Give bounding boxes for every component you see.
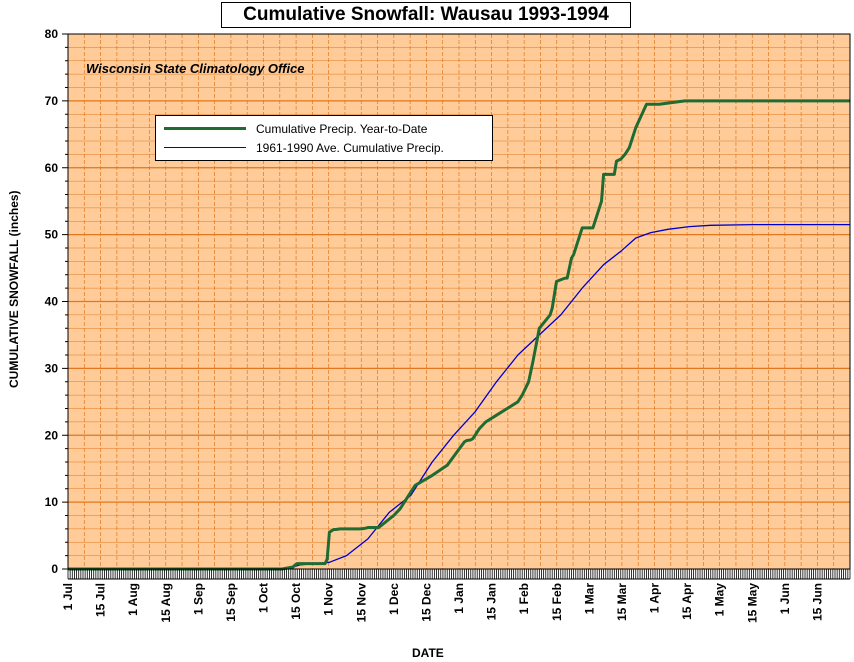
y-tick-label: 20	[45, 428, 59, 442]
x-tick-label: 1 Apr	[648, 583, 662, 614]
legend-swatch-average	[164, 147, 246, 148]
legend: Cumulative Precip. Year-to-Date 1961-199…	[155, 115, 493, 161]
y-tick-label: 50	[45, 228, 59, 242]
x-tick-label: 1 May	[713, 583, 727, 617]
y-tick-label: 10	[45, 495, 59, 509]
y-tick-label: 80	[45, 27, 59, 41]
x-tick-label: 1 Aug	[126, 583, 140, 616]
y-tick-label: 0	[51, 562, 58, 576]
x-tick-label: 15 Jun	[810, 583, 824, 621]
y-tick-label: 60	[45, 161, 59, 175]
x-tick-label: 1 Oct	[257, 583, 271, 613]
x-tick-label: 15 Sep	[224, 583, 238, 622]
x-tick-label: 15 Apr	[680, 583, 694, 620]
x-tick-label: 15 Jul	[94, 583, 108, 617]
x-tick-label: 15 Oct	[289, 583, 303, 620]
chart-title: Cumulative Snowfall: Wausau 1993-1994	[221, 2, 631, 28]
y-tick-label: 30	[45, 361, 59, 375]
legend-label-average: 1961-1990 Ave. Cumulative Precip.	[256, 141, 444, 155]
y-axis-label: CUMULATIVE SNOWFALL (inches)	[7, 190, 21, 388]
y-tick-label: 70	[45, 94, 59, 108]
legend-swatch-ytd	[164, 127, 246, 130]
series-line-ytd	[68, 99, 850, 571]
legend-label-ytd: Cumulative Precip. Year-to-Date	[256, 122, 428, 136]
x-tick-label: 1 Mar	[582, 583, 596, 615]
x-tick-label: 1 Jul	[61, 583, 75, 610]
x-tick-label: 15 Aug	[159, 583, 173, 623]
series-layer	[68, 99, 850, 571]
x-tick-label: 15 Jan	[485, 583, 499, 620]
x-tick-label: 15 May	[745, 583, 759, 623]
y-axis: 0 10 20 30 40 50 60 70 80	[45, 27, 68, 576]
x-tick-label: 1 Feb	[517, 583, 531, 614]
x-tick-label: 1 Jan	[452, 583, 466, 614]
x-axis: 1 Jul 15 Jul 1 Aug 15 Aug 1 Sep 15 Sep 1 Oct 15…	[61, 569, 851, 623]
x-tick-label: 15 Mar	[615, 583, 629, 621]
x-tick-label: 1 Jun	[778, 583, 792, 614]
source-note: Wisconsin State Climatology Office	[86, 61, 305, 76]
y-tick-label: 40	[45, 295, 59, 309]
x-tick-label: 15 Nov	[354, 583, 368, 623]
x-tick-label: 1 Dec	[387, 583, 401, 615]
x-tick-label: 15 Dec	[419, 583, 433, 622]
x-tick-label: 15 Feb	[550, 583, 564, 621]
x-tick-label: 1 Sep	[191, 583, 205, 615]
x-axis-label: DATE	[412, 646, 444, 660]
x-tick-label: 1 Nov	[322, 583, 336, 616]
